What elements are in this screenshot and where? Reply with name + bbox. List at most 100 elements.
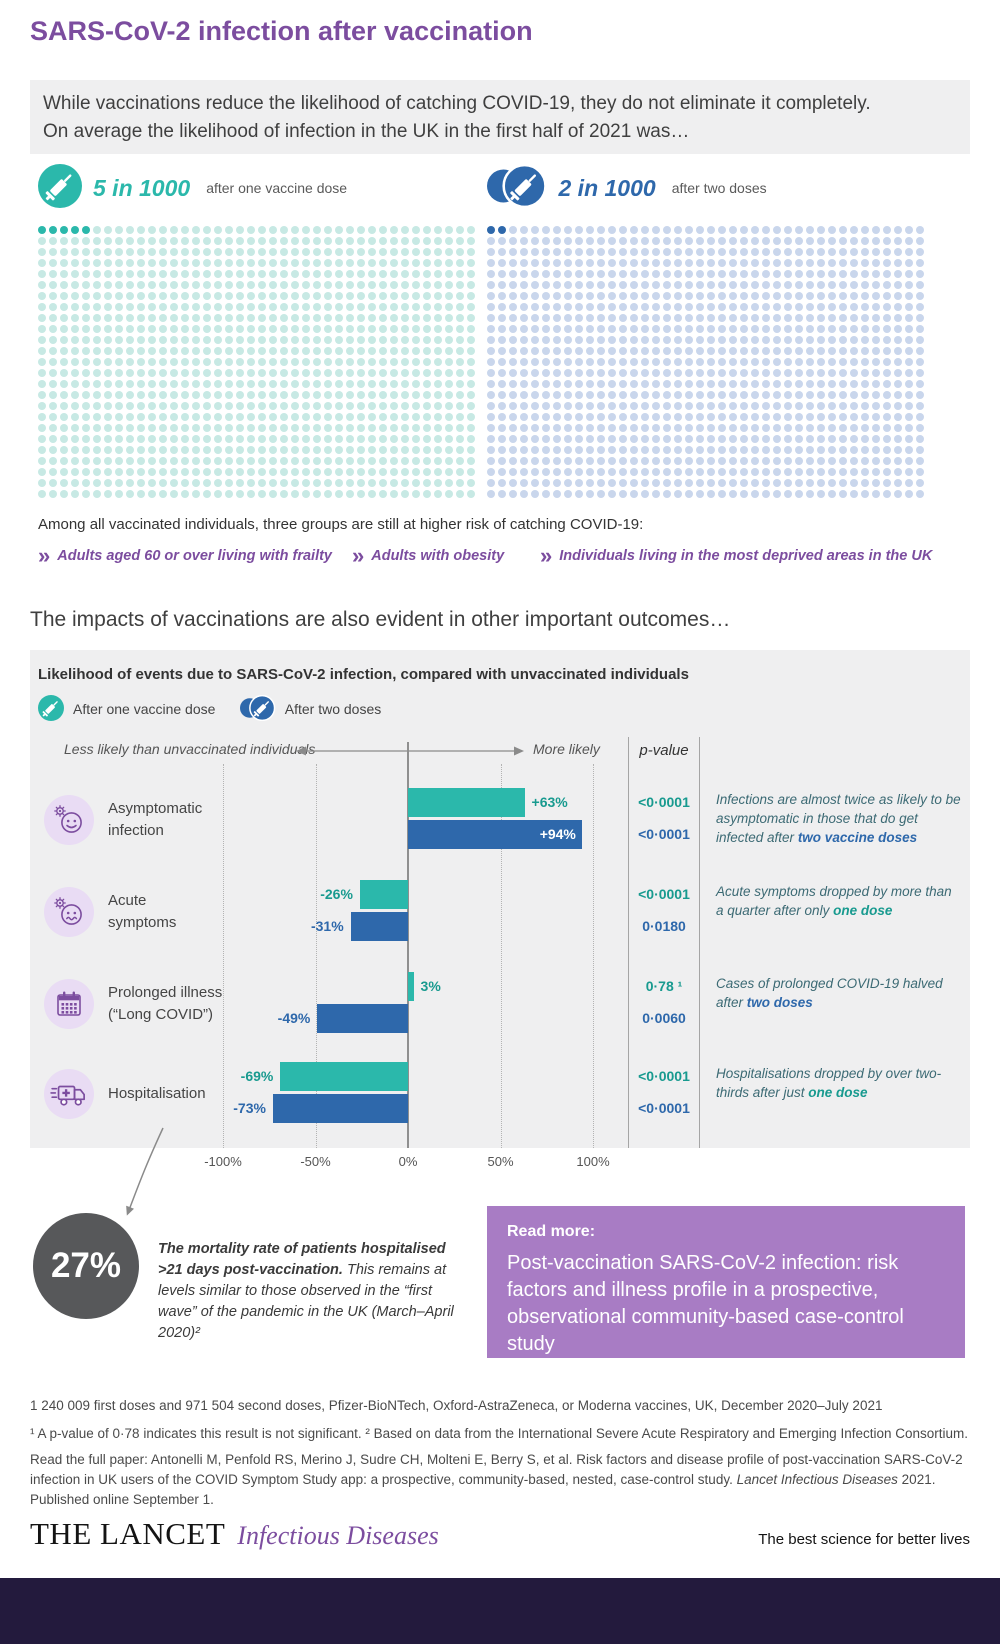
person-dot: [553, 270, 561, 278]
person-dot: [806, 490, 814, 498]
person-dot: [423, 490, 431, 498]
person-dot: [707, 446, 715, 454]
person-dot: [181, 281, 189, 289]
person-dot: [423, 237, 431, 245]
person-dot: [49, 369, 57, 377]
person-dot: [531, 358, 539, 366]
person-dot: [236, 424, 244, 432]
person-dot: [335, 226, 343, 234]
person-dot: [302, 292, 310, 300]
person-dot: [663, 281, 671, 289]
double-chevron-icon: »: [38, 543, 50, 568]
person-dot: [850, 281, 858, 289]
person-dot: [115, 380, 123, 388]
person-dot: [586, 325, 594, 333]
person-dot: [674, 380, 682, 388]
person-dot: [542, 468, 550, 476]
person-dot: [498, 413, 506, 421]
person-dot: [115, 325, 123, 333]
person-dot: [542, 424, 550, 432]
person-dot: [148, 347, 156, 355]
person-dot: [531, 380, 539, 388]
person-dot: [707, 226, 715, 234]
person-dot: [916, 336, 924, 344]
person-dot: [456, 380, 464, 388]
person-dot: [740, 369, 748, 377]
person-dot: [696, 281, 704, 289]
person-dot: [104, 325, 112, 333]
person-dot: [553, 248, 561, 256]
person-dot: [445, 325, 453, 333]
person-dot: [839, 270, 847, 278]
legend-two-doses: After two doses: [240, 694, 381, 722]
person-dot: [236, 281, 244, 289]
person-dot: [905, 281, 913, 289]
person-dot: [445, 336, 453, 344]
person-dot: [652, 292, 660, 300]
person-dot: [619, 457, 627, 465]
person-dot: [762, 314, 770, 322]
person-dot: [412, 479, 420, 487]
person-dot: [487, 413, 495, 421]
person-dot: [652, 226, 660, 234]
person-dot: [291, 292, 299, 300]
person-dot: [883, 226, 891, 234]
person-dot: [203, 226, 211, 234]
person-dot: [368, 457, 376, 465]
person-dot: [258, 347, 266, 355]
person-dot: [619, 446, 627, 454]
person-dot: [718, 369, 726, 377]
person-dot: [357, 336, 365, 344]
person-dot: [663, 468, 671, 476]
person-dot: [872, 237, 880, 245]
person-dot: [498, 270, 506, 278]
person-dot: [707, 490, 715, 498]
person-dot: [280, 446, 288, 454]
person-dot: [467, 292, 475, 300]
person-dot: [346, 259, 354, 267]
person-dot: [379, 281, 387, 289]
person-dot: [619, 237, 627, 245]
intro-box: While vaccinations reduce the likelihood…: [30, 80, 970, 154]
person-dot: [38, 457, 46, 465]
person-dot: [509, 468, 517, 476]
person-dot: [368, 413, 376, 421]
person-dot: [335, 391, 343, 399]
read-more-box[interactable]: Read more: Post-vaccination SARS-CoV-2 i…: [487, 1206, 965, 1358]
person-dot: [619, 468, 627, 476]
person-dot: [905, 402, 913, 410]
person-dot: [379, 226, 387, 234]
person-dot: [729, 468, 737, 476]
person-dot: [269, 259, 277, 267]
person-dot: [379, 380, 387, 388]
person-dot: [401, 259, 409, 267]
person-dot: [60, 391, 68, 399]
person-dot: [839, 281, 847, 289]
person-dot: [137, 380, 145, 388]
person-dot: [553, 479, 561, 487]
person-dot: [434, 413, 442, 421]
person-dot: [412, 468, 420, 476]
person-dot: [126, 226, 134, 234]
person-dot: [203, 248, 211, 256]
person-dot: [467, 435, 475, 443]
person-dot: [652, 347, 660, 355]
person-dot: [586, 248, 594, 256]
person-dot: [652, 413, 660, 421]
person-dot: [619, 413, 627, 421]
person-dot: [729, 314, 737, 322]
person-dot: [203, 336, 211, 344]
person-dot: [346, 226, 354, 234]
person-dot: [291, 303, 299, 311]
person-dot: [159, 424, 167, 432]
person-dot: [38, 248, 46, 256]
person-dot: [894, 490, 902, 498]
person-dot: [608, 270, 616, 278]
person-dot: [390, 468, 398, 476]
person-dot: [379, 446, 387, 454]
two-dose-caption: after two doses: [671, 180, 767, 196]
person-dot: [93, 435, 101, 443]
person-dot: [762, 402, 770, 410]
person-dot: [236, 413, 244, 421]
person-dot: [159, 336, 167, 344]
